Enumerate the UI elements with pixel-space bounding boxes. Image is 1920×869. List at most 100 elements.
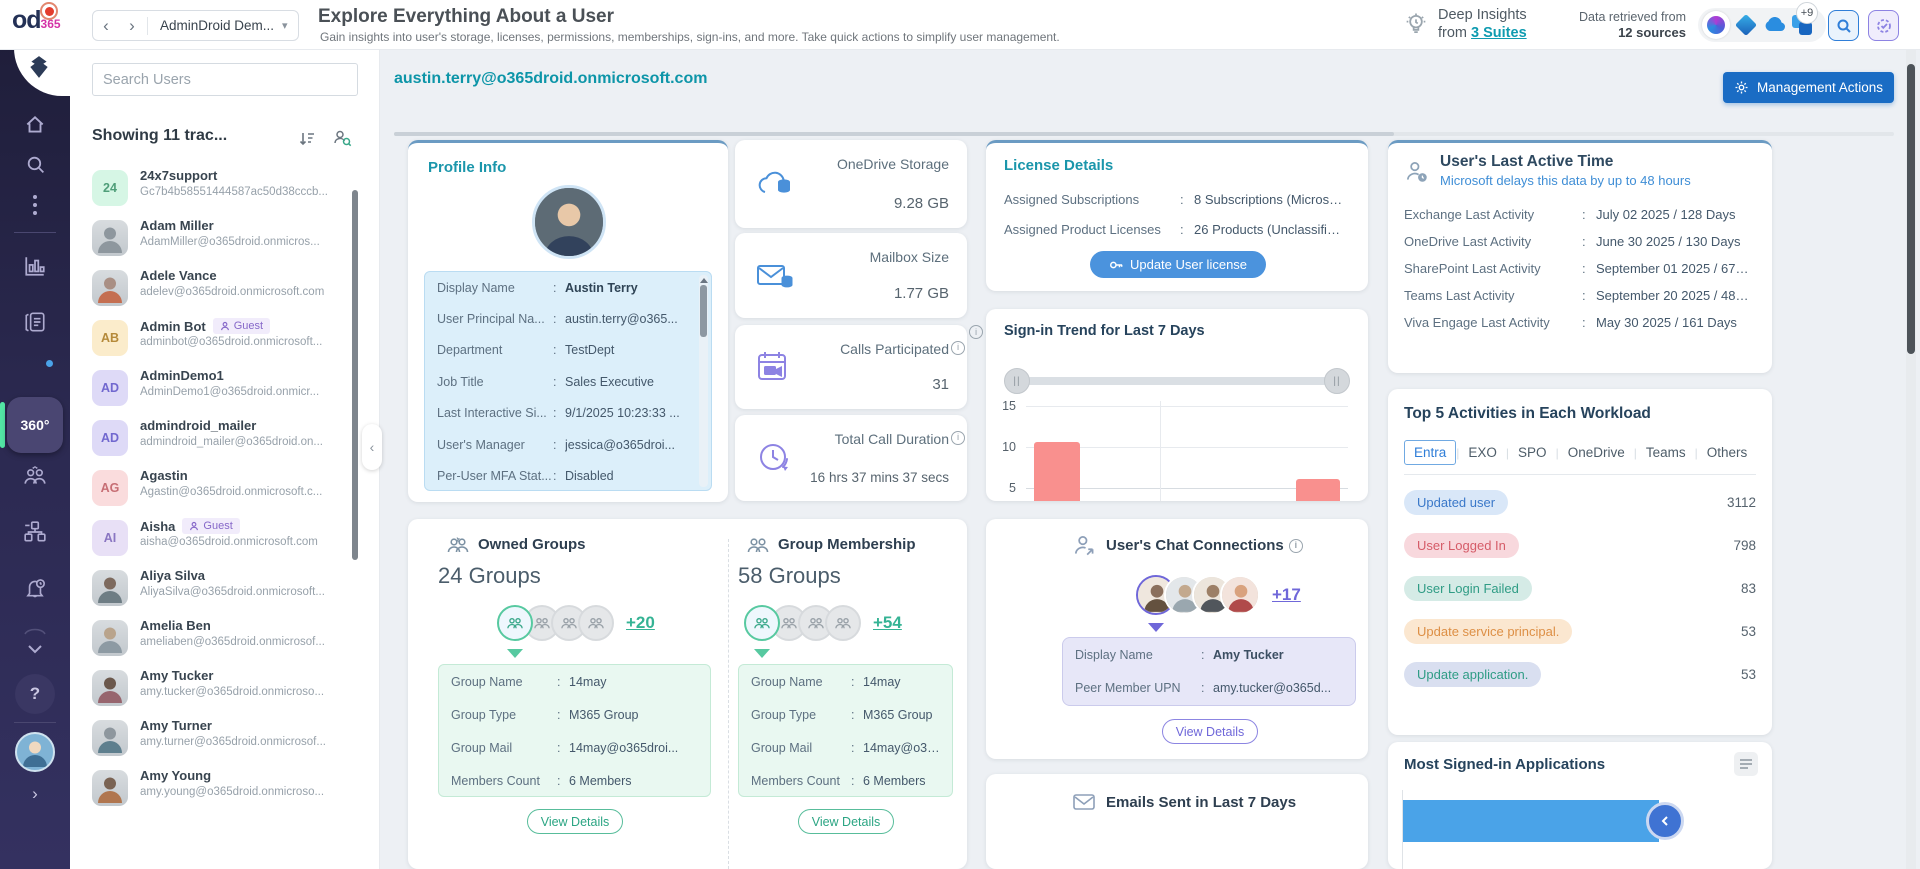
sidebar-expand-more-chevron-icon[interactable] — [0, 644, 70, 654]
page-scrollbar-track[interactable] — [1906, 50, 1916, 869]
sidebar-item-reports[interactable] — [0, 310, 70, 334]
more-owned-groups-link[interactable]: +20 — [626, 613, 655, 632]
owned-groups-count: 24 Groups — [438, 563, 541, 588]
data-sources-strip[interactable] — [1698, 8, 1826, 42]
avatar-photo — [92, 270, 128, 306]
more-chat-connections-link[interactable]: +17 — [1272, 585, 1301, 604]
chat-view-details-button[interactable]: View Details — [1162, 719, 1258, 744]
user-list-item[interactable]: AG Agastin Agastin@o365droid.onmicrosoft… — [84, 468, 404, 514]
help-button[interactable]: ? — [15, 674, 55, 714]
pointer-triangle — [507, 649, 523, 658]
collapse-panel-button[interactable]: ‹ — [362, 424, 382, 470]
sidebar-user-avatar[interactable] — [15, 732, 55, 772]
activity-pill[interactable]: User Login Failed — [1404, 576, 1532, 601]
global-search-button[interactable] — [1828, 10, 1859, 41]
profile-table-scrollbar[interactable] — [699, 275, 708, 487]
user-list-item[interactable]: Adam Miller AdamMiller@o365droid.onmicro… — [84, 218, 404, 264]
slider-handle-left[interactable] — [1004, 368, 1030, 394]
info-icon[interactable] — [946, 429, 965, 447]
admindroid-logo-icon[interactable] — [26, 54, 52, 80]
tab-spo[interactable]: SPO — [1518, 445, 1547, 460]
tab-teams[interactable]: Teams — [1645, 445, 1686, 460]
suites-link[interactable]: 3 Suites — [1471, 25, 1527, 41]
tab-others[interactable]: Others — [1706, 445, 1748, 460]
user-list-scrollbar[interactable] — [352, 190, 358, 560]
sidebar-item-user360-active[interactable]: 360° — [7, 397, 63, 453]
activity-pill[interactable]: Updated user — [1404, 490, 1509, 515]
search-users-input[interactable] — [92, 63, 358, 96]
field-label: Peer Member UPN — [1075, 680, 1181, 695]
field-value: 6 Members — [569, 773, 632, 788]
owned-groups-title: Owned Groups — [478, 536, 586, 553]
nav-forward-button[interactable]: › — [129, 15, 135, 35]
user-name: Agastin — [140, 468, 188, 483]
activity-pill[interactable]: Update service principal. — [1404, 619, 1573, 644]
tab-onedrive[interactable]: OneDrive — [1567, 445, 1625, 460]
signin-bar-day7[interactable] — [1296, 479, 1340, 501]
slider-handle-right[interactable] — [1324, 368, 1350, 394]
user-search-icon[interactable] — [332, 128, 352, 148]
group-icon[interactable] — [825, 605, 861, 641]
sidebar-item-alerts[interactable] — [0, 576, 70, 600]
sidebar-expand-arrow[interactable]: › — [0, 784, 70, 804]
user-list-item[interactable]: AD admindroid_mailer admindroid_mailer@o… — [84, 418, 404, 464]
tab-entra[interactable]: Entra — [1404, 440, 1457, 465]
sidebar-item-hidden[interactable] — [0, 624, 70, 636]
environment-selector[interactable]: AdminDroid Dem... — [160, 18, 275, 33]
page-scrollbar-thumb[interactable] — [1907, 64, 1915, 354]
user-list-item[interactable]: AD AdminDemo1 AdminDemo1@o365droid.onmic… — [84, 368, 404, 414]
sidebar-item-management[interactable] — [0, 464, 70, 488]
last-active-subtitle: Microsoft delays this data by up to 48 h… — [1440, 173, 1691, 188]
peer-avatar[interactable] — [1220, 575, 1260, 615]
user-list-item[interactable]: Amelia Ben ameliaben@o365droid.onmicroso… — [84, 618, 404, 664]
user-list-item[interactable]: Amy Turner amy.turner@o365droid.onmicros… — [84, 718, 404, 764]
sidebar-item-home[interactable] — [0, 114, 70, 136]
activity-pill[interactable]: User Logged In — [1404, 533, 1519, 558]
chart-menu-icon[interactable] — [1734, 752, 1758, 776]
more-sources-badge[interactable]: +9 — [1796, 2, 1818, 24]
user-list-item[interactable]: Aliya Silva AliyaSilva@o365droid.onmicro… — [84, 568, 404, 614]
group-icon[interactable] — [578, 605, 614, 641]
user-email: AdminDemo1@o365droid.onmicr... — [140, 386, 320, 398]
groups-card: Owned Groups 24 Groups +20 Group Name 14… — [408, 519, 967, 869]
user-list-item[interactable]: AI Aisha Guest aisha@o365droid.onmicroso… — [84, 518, 404, 564]
sort-icon[interactable] — [298, 130, 316, 148]
nav-back-button[interactable]: ‹ — [103, 15, 109, 35]
more-membership-groups-link[interactable]: +54 — [873, 613, 902, 632]
avatar-initials: AD — [92, 370, 128, 406]
signin-bar-day1[interactable] — [1034, 442, 1080, 501]
management-actions-button[interactable]: Management Actions — [1723, 72, 1894, 103]
user-list-item[interactable]: Adele Vance adelev@o365droid.onmicrosoft… — [84, 268, 404, 314]
info-icon[interactable] — [1288, 538, 1303, 553]
info-icon[interactable] — [946, 339, 965, 357]
sidebar-item-analytics[interactable] — [0, 254, 70, 278]
membership-view-details-button[interactable]: View Details — [798, 809, 894, 834]
update-user-license-button[interactable]: Update User license — [1090, 251, 1266, 278]
field-value: M365 Group — [863, 707, 933, 722]
activity-pill[interactable]: Update application. — [1404, 662, 1542, 687]
profile-info-title: Profile Info — [428, 159, 507, 176]
chart-range-slider[interactable] — [1016, 377, 1338, 385]
user-list-item[interactable]: 24 24x7support Gc7b4b58551444587ac50d38c… — [84, 168, 404, 214]
tab-exo[interactable]: EXO — [1468, 445, 1497, 460]
user-list-item[interactable]: Amy Young amy.young@o365droid.onmicroso.… — [84, 768, 404, 814]
user-list-item[interactable]: Amy Tucker amy.tucker@o365droid.onmicros… — [84, 668, 404, 714]
sidebar-item-search[interactable] — [0, 154, 70, 175]
group-icon-selected[interactable] — [497, 605, 533, 641]
group-icon-selected[interactable] — [744, 605, 780, 641]
signin-trend-card: Sign-in Trend for Last 7 Days 15 10 5 — [986, 309, 1368, 501]
sidebar-item-automation[interactable] — [0, 520, 70, 544]
info-icon[interactable] — [969, 325, 983, 339]
user-name: admindroid_mailer — [140, 418, 257, 433]
horizontal-scrollbar[interactable] — [394, 132, 1894, 136]
schedule-clock-button[interactable] — [1868, 10, 1899, 41]
field-value: 26 Products (Unclassified,... — [1194, 221, 1354, 237]
group-membership-count: 58 Groups — [738, 563, 841, 588]
chart-scroll-handle[interactable] — [1646, 802, 1684, 840]
deep-insights: Deep Insights from 3 Suites — [1402, 6, 1527, 42]
apps-bar-top[interactable] — [1403, 800, 1659, 842]
user-list-item[interactable]: AB Admin Bot Guest adminbot@o365droid.on… — [84, 318, 404, 364]
owned-groups-view-details-button[interactable]: View Details — [527, 809, 623, 834]
sidebar-item-more[interactable] — [0, 194, 70, 216]
chevron-down-icon[interactable]: ▾ — [282, 20, 288, 32]
